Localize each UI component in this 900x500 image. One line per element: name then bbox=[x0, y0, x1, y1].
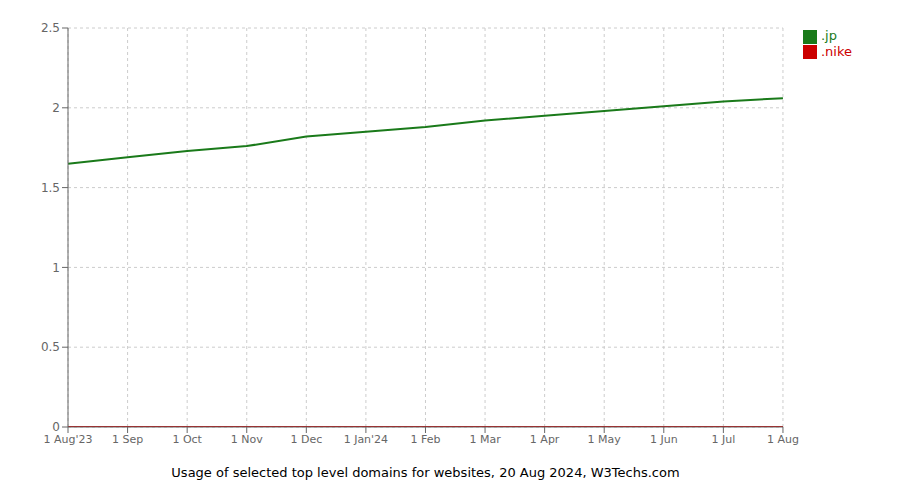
svg-text:1 Jul: 1 Jul bbox=[711, 433, 735, 446]
svg-text:1 Mar: 1 Mar bbox=[469, 433, 501, 446]
svg-text:1 Aug'23: 1 Aug'23 bbox=[44, 433, 93, 446]
svg-text:1.5: 1.5 bbox=[41, 181, 60, 195]
svg-text:1 Jun: 1 Jun bbox=[650, 433, 678, 446]
svg-text:1 Aug: 1 Aug bbox=[767, 433, 799, 446]
svg-text:2: 2 bbox=[52, 101, 60, 115]
svg-text:1 Apr: 1 Apr bbox=[530, 433, 560, 446]
svg-text:1 Oct: 1 Oct bbox=[172, 433, 202, 446]
svg-text:0.5: 0.5 bbox=[41, 340, 60, 354]
svg-text:0: 0 bbox=[52, 420, 60, 434]
html-text:.jp: .jp bbox=[821, 28, 837, 43]
svg-text:1 Jan'24: 1 Jan'24 bbox=[344, 433, 388, 446]
svg-text:Usage of selected top level do: Usage of selected top level domains for … bbox=[171, 465, 679, 480]
svg-text:1 Sep: 1 Sep bbox=[112, 433, 143, 446]
svg-text:1 Dec: 1 Dec bbox=[290, 433, 322, 446]
html-text:.nike: .nike bbox=[821, 43, 852, 59]
svg-text:2.5: 2.5 bbox=[41, 21, 60, 35]
svg-text:1 May: 1 May bbox=[588, 433, 622, 446]
svg-text:1 Feb: 1 Feb bbox=[410, 433, 440, 446]
svg-text:1 Nov: 1 Nov bbox=[231, 433, 263, 446]
svg-text:1: 1 bbox=[52, 261, 60, 275]
